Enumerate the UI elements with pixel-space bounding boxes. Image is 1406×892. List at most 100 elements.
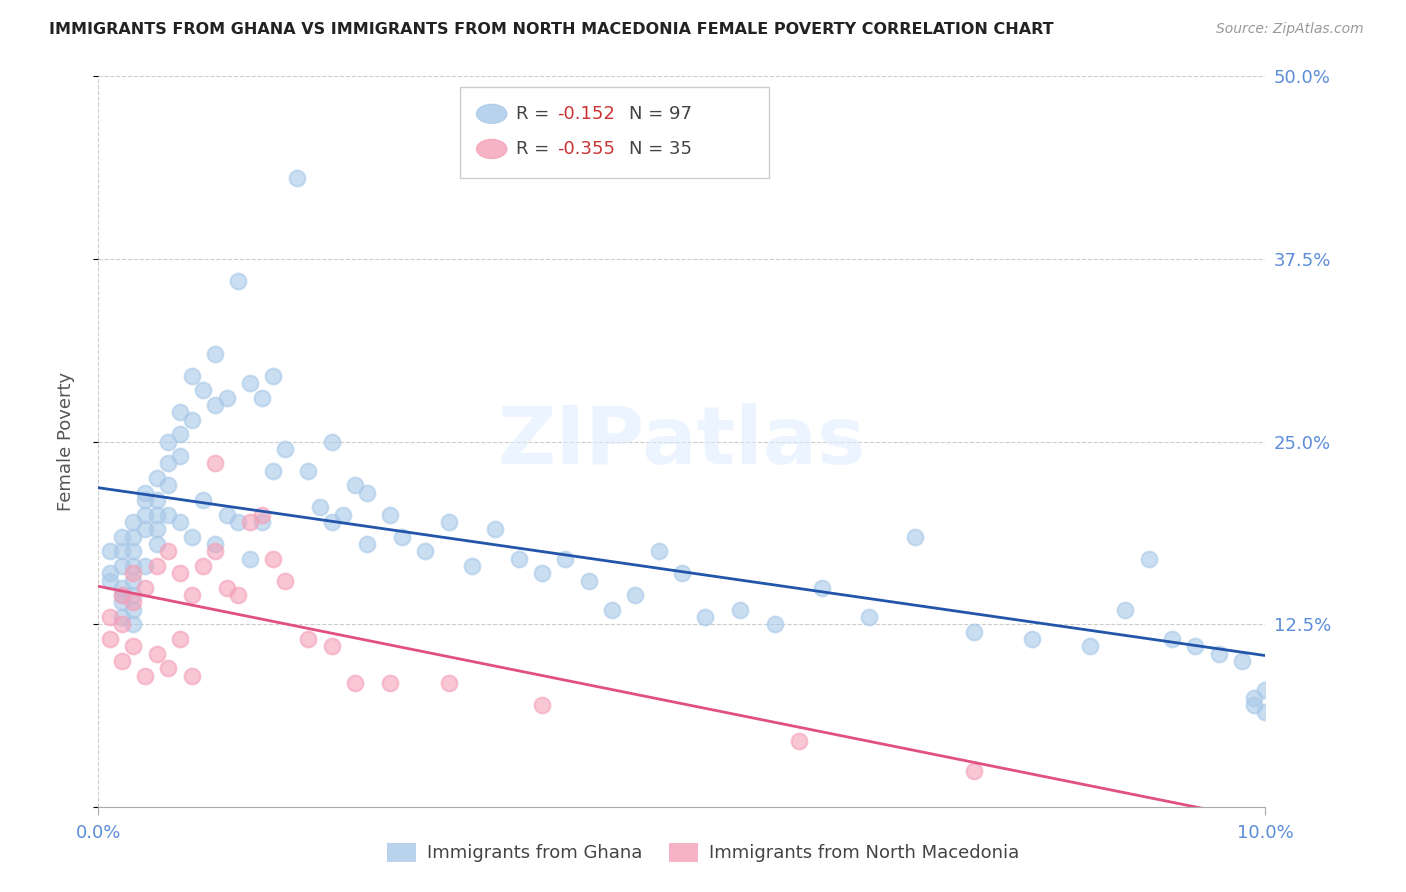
Point [356,485,378,500]
Point [146,647,169,661]
Point [111,544,134,558]
Point [262,368,284,383]
Point [180,412,202,426]
Point [122,588,145,602]
Point [122,617,145,632]
Point [134,522,156,536]
Point [98,566,121,581]
Point [146,508,169,522]
Circle shape [477,139,508,159]
Point [157,508,180,522]
Point [157,478,180,492]
Point [730,603,752,617]
Point [321,434,343,449]
Text: N = 35: N = 35 [630,140,692,158]
Point [111,581,134,595]
Point [763,617,786,632]
Point [169,405,191,419]
Point [111,588,134,602]
Point [169,566,191,581]
Point [1254,705,1277,719]
Point [134,493,156,508]
Point [193,384,215,398]
Point [180,530,202,544]
Point [146,558,169,573]
Point [215,581,238,595]
Point [1161,632,1184,646]
Point [413,544,436,558]
Point [134,485,156,500]
Point [157,661,180,675]
Point [134,508,156,522]
Point [484,522,506,536]
Point [600,603,623,617]
Point [98,610,121,624]
Point [169,632,191,646]
Point [111,610,134,624]
Point [530,566,553,581]
Point [122,530,145,544]
Point [285,171,308,186]
FancyBboxPatch shape [460,87,769,178]
Point [169,427,191,442]
Point [228,588,250,602]
Point [122,574,145,588]
Point [962,624,984,639]
Point [962,764,984,778]
Point [157,457,180,471]
Point [204,457,226,471]
Point [180,668,202,682]
Point [146,537,169,551]
Point [122,566,145,581]
Point [695,610,717,624]
Point [1208,647,1230,661]
Point [215,508,238,522]
Point [134,668,156,682]
Point [169,515,191,529]
Text: IMMIGRANTS FROM GHANA VS IMMIGRANTS FROM NORTH MACEDONIA FEMALE POVERTY CORRELAT: IMMIGRANTS FROM GHANA VS IMMIGRANTS FROM… [49,22,1054,37]
Point [554,551,576,566]
Point [274,574,297,588]
Point [262,464,284,478]
Text: -0.152: -0.152 [557,105,614,123]
Text: Source: ZipAtlas.com: Source: ZipAtlas.com [1216,22,1364,37]
Point [157,434,180,449]
Point [858,610,880,624]
Point [146,471,169,485]
Circle shape [477,104,508,123]
Point [1230,654,1253,668]
Point [146,522,169,536]
Point [671,566,693,581]
Point [262,551,284,566]
Point [356,537,378,551]
Point [122,595,145,609]
Point [122,558,145,573]
Text: ZIPatlas: ZIPatlas [498,402,866,481]
Point [111,558,134,573]
Point [239,551,262,566]
Point [180,588,202,602]
Legend: Immigrants from Ghana, Immigrants from North Macedonia: Immigrants from Ghana, Immigrants from N… [380,836,1026,870]
Point [134,558,156,573]
Point [647,544,669,558]
Point [309,500,332,515]
Point [787,734,810,748]
Point [98,574,121,588]
Point [134,581,156,595]
Point [228,515,250,529]
Point [297,632,319,646]
Point [380,508,402,522]
Text: R =: R = [516,140,555,158]
Point [98,544,121,558]
Point [204,537,226,551]
Point [461,558,484,573]
Point [250,508,273,522]
Point [530,698,553,712]
Point [122,603,145,617]
Point [215,391,238,405]
Point [380,676,402,690]
Point [111,588,134,602]
Point [204,544,226,558]
Point [169,449,191,463]
Point [111,617,134,632]
